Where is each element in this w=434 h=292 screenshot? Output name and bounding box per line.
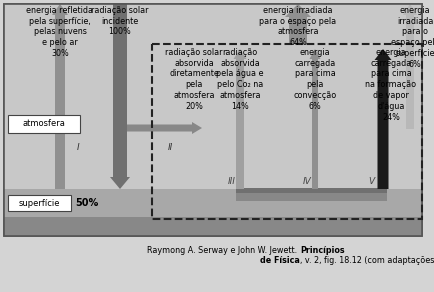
Text: IV: IV xyxy=(302,176,311,185)
Text: I: I xyxy=(76,143,79,152)
Polygon shape xyxy=(284,4,310,44)
Polygon shape xyxy=(127,122,201,134)
Text: II: II xyxy=(167,143,172,152)
Text: radiação solar
absorvida
diretamente
pela
atmosfera
20%: radiação solar absorvida diretamente pel… xyxy=(165,48,222,111)
Text: Raymong A. Serway e John W. Jewett.: Raymong A. Serway e John W. Jewett. xyxy=(147,246,299,255)
Text: energia refletida
pela superfície,
pelas nuvens
e pelo ar
30%: energia refletida pela superfície, pelas… xyxy=(26,6,93,58)
Text: 50%: 50% xyxy=(75,198,99,208)
Text: superfície: superfície xyxy=(19,199,60,208)
Bar xyxy=(8,195,71,211)
Bar xyxy=(8,115,80,133)
Polygon shape xyxy=(402,4,416,129)
Bar xyxy=(4,4,421,236)
Text: energia
carregada
para cima
pela
convecção
6%: energia carregada para cima pela convecç… xyxy=(293,48,336,111)
Bar xyxy=(236,188,386,194)
Text: de Física: de Física xyxy=(260,256,299,265)
Text: radiação
absorvida
pela água e
pelo Co₂ na
atmosfera
14%: radiação absorvida pela água e pelo Co₂ … xyxy=(216,48,263,111)
Text: energia irradiada
para o espaço pela
atmosfera
64%: energia irradiada para o espaço pela atm… xyxy=(259,6,336,47)
Text: radiação solar
incidente
100%: radiação solar incidente 100% xyxy=(91,6,148,36)
Bar xyxy=(4,4,421,189)
Text: atmosfera: atmosfera xyxy=(23,119,65,128)
Bar xyxy=(236,193,386,201)
Bar xyxy=(151,44,421,219)
Polygon shape xyxy=(52,4,68,189)
Text: III: III xyxy=(227,176,235,185)
Text: , v. 2, fig. 18.12 (com adaptações).: , v. 2, fig. 18.12 (com adaptações). xyxy=(299,256,434,265)
Polygon shape xyxy=(309,49,320,189)
Bar xyxy=(4,217,421,236)
Polygon shape xyxy=(110,4,130,189)
Text: energia
carregada
para cima
na formação
de vapor
d'água
24%: energia carregada para cima na formação … xyxy=(365,48,416,121)
Polygon shape xyxy=(233,49,246,189)
Polygon shape xyxy=(374,49,391,189)
Text: V: V xyxy=(367,176,373,185)
Text: Princípios: Princípios xyxy=(299,246,344,255)
Bar xyxy=(4,189,421,217)
Text: energia
irradiada
para o
espaço pela
superfície
6%: energia irradiada para o espaço pela sup… xyxy=(390,6,434,69)
Bar xyxy=(4,4,421,236)
